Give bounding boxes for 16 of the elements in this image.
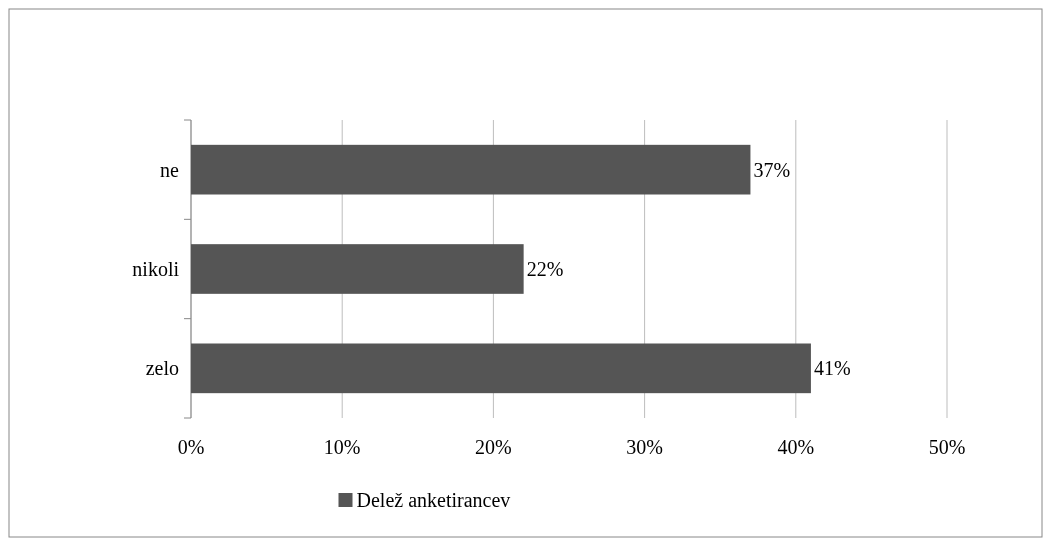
data-label: 41% <box>813 357 851 380</box>
x-tick-label: 30% <box>626 436 663 458</box>
bar <box>191 244 524 294</box>
bar <box>191 144 751 195</box>
x-tick-label: 0% <box>177 436 205 458</box>
x-tick-label: 40% <box>777 436 815 458</box>
y-tick-label: zelo <box>145 357 179 380</box>
data-label: 37% <box>753 158 791 181</box>
bar <box>191 343 811 394</box>
x-tick-label: 10% <box>323 436 361 458</box>
y-tick-label: ne <box>160 158 180 181</box>
x-tick-label: 50% <box>928 436 966 458</box>
legend-label: Delež anketirancev <box>356 489 511 511</box>
y-tick-label: nikoli <box>132 258 180 280</box>
x-tick-label: 20% <box>475 436 512 458</box>
data-label: 22% <box>526 258 564 280</box>
